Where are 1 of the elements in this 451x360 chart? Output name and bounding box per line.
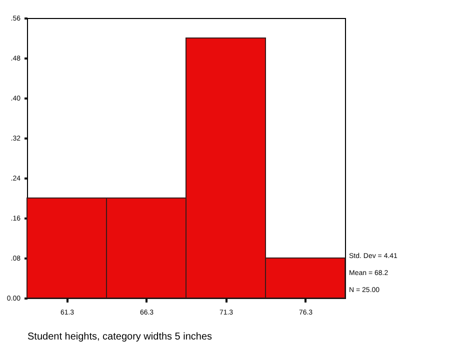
x-axis-title: Student heights, category widths 5 inches [28, 332, 212, 342]
